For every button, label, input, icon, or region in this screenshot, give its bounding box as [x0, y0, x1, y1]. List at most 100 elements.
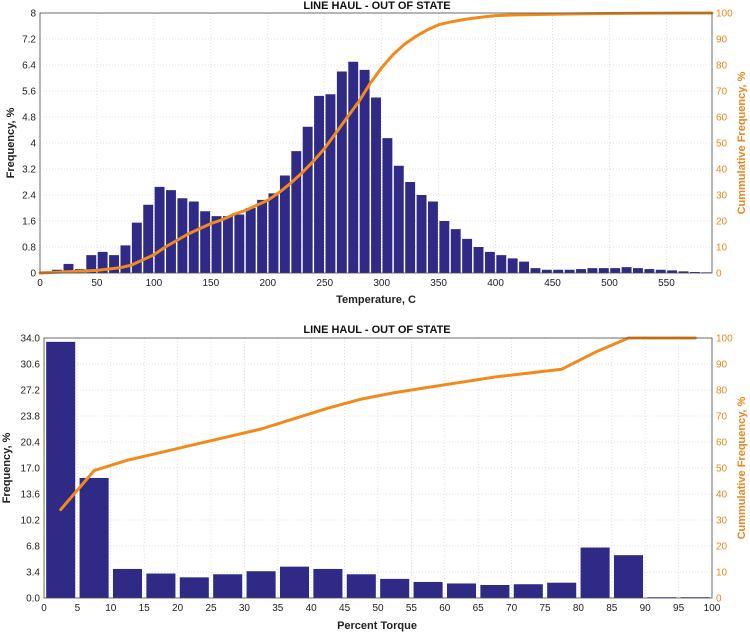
- histogram-bar: [291, 151, 302, 274]
- histogram-bar: [427, 201, 438, 273]
- histogram-bar: [667, 270, 678, 273]
- histogram-bar: [473, 247, 484, 273]
- chart-temperature: LINE HAUL - OUT OF STATE 0 50 100 150 200 250…: [5, 0, 748, 306]
- y2-tick-label: 80: [716, 61, 728, 72]
- y-tick-label: 0: [30, 269, 36, 280]
- y-tick-label: 0.8: [22, 243, 36, 254]
- histogram-bar: [580, 547, 610, 598]
- y2-tick-label: 40: [716, 490, 728, 501]
- x-tick-label: 45: [339, 603, 351, 614]
- x-tick-label: 10: [105, 603, 117, 614]
- histogram-bar: [547, 582, 577, 598]
- histogram-bar: [211, 216, 222, 274]
- histogram-bar: [154, 186, 165, 274]
- histogram-bar: [613, 555, 644, 598]
- histogram-bar: [143, 204, 154, 273]
- y-tick-label: 2.4: [22, 191, 36, 202]
- histogram-bars: [40, 61, 712, 274]
- x-axis-label: Temperature, C: [336, 294, 416, 306]
- histogram-bar: [371, 97, 381, 273]
- x-tick-label: 70: [506, 603, 518, 614]
- x-tick-label: 55: [406, 603, 418, 614]
- histogram-bar: [359, 69, 370, 274]
- histogram-bar: [109, 255, 119, 274]
- histogram-bar: [86, 255, 97, 274]
- histogram-bar: [462, 238, 473, 274]
- y-tick-label: 17.0: [21, 464, 41, 475]
- histogram-bar: [279, 175, 290, 273]
- chart-title: LINE HAUL - OUT OF STATE: [303, 0, 450, 12]
- y2-axis-label: Cummulative Frequency, %: [736, 71, 748, 214]
- x-tick-label: 200: [259, 278, 276, 289]
- histogram-bar: [678, 271, 689, 274]
- histogram-bar: [405, 182, 416, 273]
- y2-tick-labels: 0 10 20 30 40 50 60 70 80 90 100: [716, 9, 733, 280]
- y-tick-label: 23.8: [21, 412, 41, 423]
- y-tick-label: 20.4: [21, 438, 41, 449]
- x-tick-label: 25: [205, 603, 217, 614]
- y2-tick-label: 90: [716, 360, 728, 371]
- histogram-bar: [446, 583, 477, 598]
- histogram-bar: [393, 165, 404, 273]
- histogram-bar: [213, 574, 243, 598]
- y-tick-label: 7.2: [22, 35, 36, 46]
- histogram-bar: [633, 268, 643, 274]
- y2-tick-label: 50: [716, 139, 728, 150]
- histogram-bar: [120, 245, 131, 274]
- y2-tick-label: 60: [716, 438, 728, 449]
- x-tick-label: 90: [640, 603, 652, 614]
- plot-frame: [43, 337, 713, 599]
- y-tick-label: 10.2: [21, 516, 41, 527]
- histogram-bar: [246, 571, 276, 598]
- x-tick-labels: 0 50 100 150 200 250 300 350 400 450 500 550: [37, 278, 675, 289]
- y-tick-label: 13.6: [21, 490, 41, 501]
- plot-frame: [39, 12, 713, 274]
- histogram-bar: [336, 71, 347, 273]
- y2-tick-labels: 0 10 20 30 40 50 60 70 80 90 100: [716, 334, 733, 605]
- histogram-bar: [234, 214, 245, 273]
- y-tick-label: 1.6: [22, 217, 36, 228]
- histogram-bar: [480, 585, 510, 598]
- x-tick-label: 450: [544, 278, 561, 289]
- y2-tick-label: 100: [716, 9, 733, 20]
- x-tick-label: 65: [473, 603, 485, 614]
- y2-tick-label: 10: [716, 243, 728, 254]
- x-tick-label: 100: [146, 278, 163, 289]
- y2-tick-label: 30: [716, 516, 728, 527]
- y-tick-label: 34.0: [21, 334, 41, 345]
- histogram-bar: [222, 216, 233, 274]
- x-tick-label: 50: [372, 603, 384, 614]
- y-tick-label: 8: [30, 9, 36, 20]
- y2-tick-label: 0: [716, 594, 722, 605]
- y2-axis-label: Cummulative Frequency, %: [736, 396, 748, 539]
- histogram-bar: [79, 477, 109, 598]
- y2-tick-label: 100: [716, 334, 733, 345]
- y-tick-label: 3.4: [26, 568, 40, 579]
- histogram-bar: [413, 581, 443, 598]
- histogram-bar: [200, 211, 211, 273]
- y-tick-labels: 0.0 3.4 6.8 10.2 13.6 17.0 20.4 23.8 27.2 30.6 34.…: [21, 334, 41, 605]
- histogram-bar: [131, 222, 142, 274]
- histogram-bar: [63, 263, 74, 273]
- y-tick-label: 4.8: [22, 113, 36, 124]
- x-tick-label: 250: [316, 278, 333, 289]
- histogram-bar: [564, 269, 575, 273]
- x-tick-label: 0: [37, 278, 43, 289]
- y2-tick-label: 80: [716, 386, 728, 397]
- x-tick-label: 35: [272, 603, 284, 614]
- histogram-bar: [112, 568, 143, 598]
- x-tick-label: 150: [203, 278, 220, 289]
- y2-tick-label: 20: [716, 542, 728, 553]
- histogram-bar: [46, 341, 76, 598]
- histogram-bar: [188, 201, 199, 273]
- histogram-bar: [587, 268, 598, 274]
- histogram-bar: [348, 61, 359, 273]
- histogram-bar: [496, 255, 507, 274]
- histogram-bar: [484, 251, 495, 274]
- x-tick-label: 80: [573, 603, 585, 614]
- cumulative-line-group: [38, 11, 714, 275]
- y2-tick-label: 10: [716, 568, 728, 579]
- histogram-bar: [530, 268, 541, 274]
- histogram-bar: [279, 566, 310, 598]
